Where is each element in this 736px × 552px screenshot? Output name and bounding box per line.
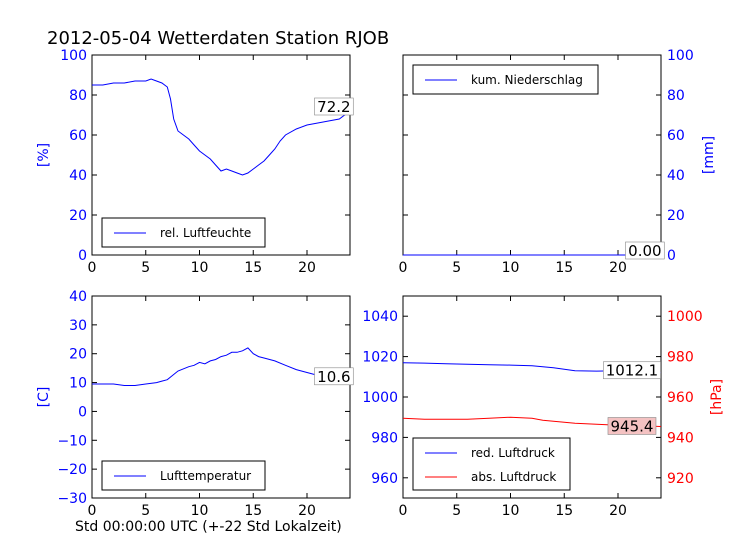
temperature-annotation: 10.6 xyxy=(317,368,350,386)
pressure-y2tick-label: 940 xyxy=(667,430,694,446)
humidity-ylabel: [%] xyxy=(36,143,52,167)
humidity-legend-label: rel. Luftfeuchte xyxy=(160,226,251,240)
temperature-xtick-label: 15 xyxy=(244,503,262,519)
humidity-xtick-label: 20 xyxy=(298,260,316,276)
temperature-ytick-label: 30 xyxy=(69,318,87,334)
temperature-ytick-label: −30 xyxy=(57,491,87,507)
pressure-legend-box xyxy=(412,437,571,491)
pressure-xtick-label: 5 xyxy=(452,503,461,519)
temperature-ylabel: [C] xyxy=(36,387,52,408)
precip-ytick-label: 100 xyxy=(667,48,694,64)
pressure-y2tick-label: 960 xyxy=(667,390,694,406)
temperature-xtick-label: 5 xyxy=(141,503,150,519)
temperature-xlabel: Std 00:00:00 UTC (+-22 Std Lokalzeit) xyxy=(75,519,342,535)
temperature-legend-label: Lufttemperatur xyxy=(160,469,251,483)
pressure-ytick-label: 1000 xyxy=(362,390,398,406)
figure-title: 2012-05-04 Wetterdaten Station RJOB xyxy=(47,28,389,49)
pressure-ytick-label: 1040 xyxy=(362,309,398,325)
precip-ytick-label: 60 xyxy=(667,128,685,144)
humidity-xtick-label: 10 xyxy=(191,260,209,276)
humidity-ytick-label: 100 xyxy=(60,48,87,64)
precip-xtick-label: 10 xyxy=(502,260,520,276)
temperature-axes-frame xyxy=(91,295,351,499)
precip-annotation-box xyxy=(625,241,665,260)
pressure-panel: 0 5 10 15 20 960 980 1000 1020 1040 920 940 960 980 10… xyxy=(362,295,725,519)
humidity-axes-frame xyxy=(91,54,351,256)
pressure-ytick-label: 1020 xyxy=(362,350,398,366)
humidity-annotation: 72.2 xyxy=(317,98,350,116)
humidity-xtick-label: 15 xyxy=(244,260,262,276)
temperature-ytick-label: 10 xyxy=(69,376,87,392)
temperature-series-line xyxy=(92,347,351,386)
precip-ytick-label: 40 xyxy=(667,168,685,184)
humidity-annotation-box xyxy=(314,97,354,116)
temperature-xtick-label: 0 xyxy=(88,503,97,519)
humidity-xtick-label: 0 xyxy=(88,260,97,276)
precip-ytick-label: 80 xyxy=(667,88,685,104)
humidity-panel: 0 5 10 15 20 0 20 40 60 80 100 [%] rel. Luftfeuchte 7… xyxy=(36,48,354,276)
temperature-ytick-label: −10 xyxy=(57,433,87,449)
temperature-xtick-label: 20 xyxy=(298,503,316,519)
pressure-annotation: 1012.1 xyxy=(606,362,659,380)
humidity-ytick-label: 80 xyxy=(69,88,87,104)
pressure-y2label: [hPa] xyxy=(709,379,725,415)
pressure-legend-label: abs. Luftdruck xyxy=(471,470,556,484)
pressure-y2tick-label: 920 xyxy=(667,471,694,487)
temperature-panel: 0 5 10 15 20 −30 −20 −10 0 10 20 30 40 [C] Std 00:00:0… xyxy=(36,289,354,535)
temperature-annotation-box xyxy=(314,367,354,386)
pressure-ytick-label: 960 xyxy=(371,471,398,487)
precip-xtick-label: 15 xyxy=(555,260,573,276)
precip-xtick-label: 0 xyxy=(399,260,408,276)
pressure-ytick-label: 980 xyxy=(371,430,398,446)
pressure-annotation-box xyxy=(607,417,657,435)
pressure-y2tick-label: 1000 xyxy=(667,309,703,325)
temperature-ytick-label: 0 xyxy=(78,404,87,420)
humidity-ytick-label: 40 xyxy=(69,168,87,184)
pressure-xtick-label: 10 xyxy=(502,503,520,519)
humidity-ytick-label: 20 xyxy=(69,208,87,224)
precip-xtick-label: 5 xyxy=(452,260,461,276)
temperature-ytick-label: 20 xyxy=(69,347,87,363)
pressure-xtick-label: 15 xyxy=(555,503,573,519)
precip-ytick-label: 0 xyxy=(667,248,676,264)
temperature-xtick-label: 10 xyxy=(191,503,209,519)
humidity-series-line xyxy=(92,78,351,176)
precip-legend-label: kum. Niederschlag xyxy=(471,73,583,87)
pressure-annotation-box xyxy=(603,361,661,380)
humidity-ytick-label: 0 xyxy=(78,248,87,264)
pressure-xtick-label: 0 xyxy=(399,503,408,519)
pressure-xtick-label: 20 xyxy=(609,503,627,519)
precip-annotation: 0.00 xyxy=(628,242,661,260)
temperature-ytick-label: −20 xyxy=(57,462,87,478)
pressure-y2tick-label: 980 xyxy=(667,350,694,366)
humidity-xtick-label: 5 xyxy=(141,260,150,276)
precip-ytick-label: 20 xyxy=(667,208,685,224)
precip-xtick-label: 20 xyxy=(609,260,627,276)
pressure-annotation: 945.4 xyxy=(610,417,653,435)
precip-ylabel: [mm] xyxy=(701,136,717,174)
pressure-legend-label: red. Luftdruck xyxy=(471,446,555,460)
temperature-ytick-label: 40 xyxy=(69,289,87,305)
humidity-ytick-label: 60 xyxy=(69,128,87,144)
precip-panel: 0 5 10 15 20 0 20 40 60 80 100 [mm] kum. Niederschla… xyxy=(399,48,717,276)
